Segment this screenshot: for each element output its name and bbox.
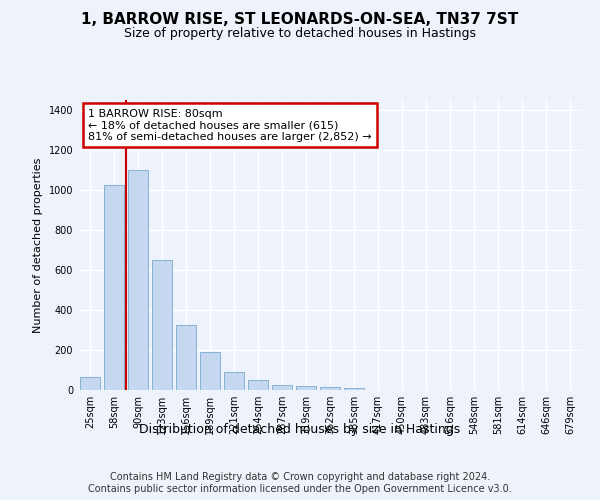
- Y-axis label: Number of detached properties: Number of detached properties: [33, 158, 43, 332]
- Bar: [104, 185, 124, 390]
- Text: 1, BARROW RISE, ST LEONARDS-ON-SEA, TN37 7ST: 1, BARROW RISE, ST LEONARDS-ON-SEA, TN37…: [82, 12, 518, 28]
- Bar: [296, 386, 316, 390]
- Bar: [176, 325, 196, 390]
- Bar: [344, 388, 364, 390]
- Text: Contains HM Land Registry data © Crown copyright and database right 2024.: Contains HM Land Registry data © Crown c…: [110, 472, 490, 482]
- Text: Contains public sector information licensed under the Open Government Licence v3: Contains public sector information licen…: [88, 484, 512, 494]
- Bar: [152, 260, 172, 390]
- Text: Size of property relative to detached houses in Hastings: Size of property relative to detached ho…: [124, 28, 476, 40]
- Text: 1 BARROW RISE: 80sqm
← 18% of detached houses are smaller (615)
81% of semi-deta: 1 BARROW RISE: 80sqm ← 18% of detached h…: [88, 108, 372, 142]
- Bar: [200, 352, 220, 390]
- Bar: [128, 170, 148, 390]
- Bar: [320, 387, 340, 390]
- Bar: [224, 372, 244, 390]
- Bar: [248, 380, 268, 390]
- Text: Distribution of detached houses by size in Hastings: Distribution of detached houses by size …: [139, 422, 461, 436]
- Bar: [272, 385, 292, 390]
- Bar: [80, 377, 100, 390]
